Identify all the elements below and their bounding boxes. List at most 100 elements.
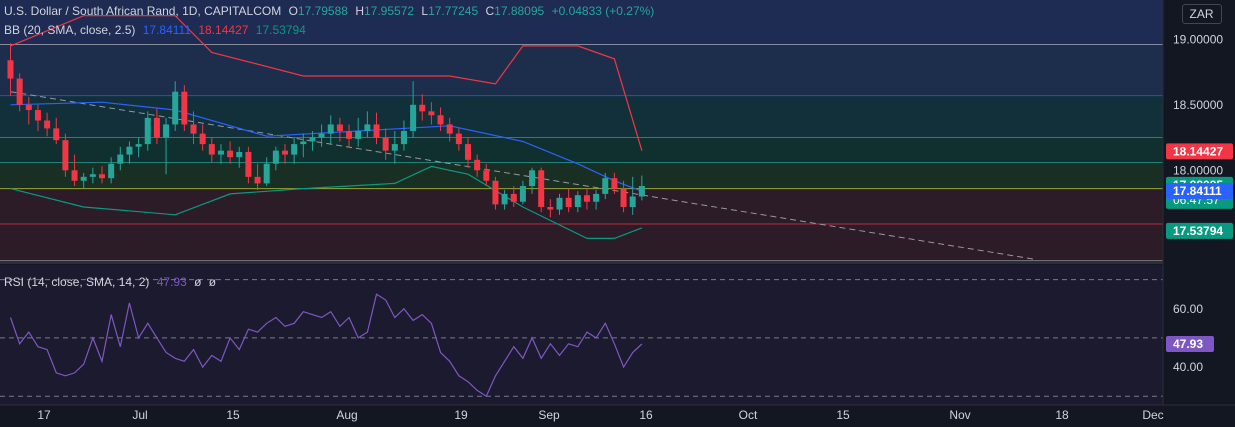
candle [199, 124, 206, 151]
candle [208, 137, 215, 163]
candle-body [291, 144, 298, 155]
time-axis-label: 15 [226, 408, 240, 422]
candle [611, 172, 618, 194]
candle-body [7, 60, 14, 79]
candle-body [126, 146, 133, 155]
time-axis-label: Dec [1142, 408, 1163, 422]
candle [53, 117, 60, 145]
price-axis-bg [1163, 0, 1235, 422]
bb-label: BB (20, SMA, close, 2.5) [4, 23, 136, 37]
candle-body [309, 137, 316, 142]
currency-selector[interactable]: ZAR [1168, 0, 1235, 28]
candle [7, 43, 14, 96]
candle-body [620, 188, 627, 207]
price-zone [0, 224, 1163, 261]
candle [446, 117, 453, 142]
candle [364, 111, 371, 138]
candle [309, 131, 316, 151]
candle [474, 154, 481, 177]
price-tick-label: 18.00000 [1173, 163, 1223, 177]
candle [34, 104, 41, 131]
candle-body [245, 151, 252, 177]
candle-body [135, 144, 142, 147]
candle-body [263, 163, 270, 184]
price-badge-label: 17.53794 [1173, 224, 1223, 238]
candle-body [593, 193, 600, 202]
candle [71, 154, 78, 187]
candle-body [419, 104, 426, 112]
price-zone [0, 188, 1163, 225]
price-tick-label: 19.00000 [1173, 32, 1223, 46]
bb-upper-value: 18.14427 [198, 23, 249, 37]
candle [172, 81, 179, 131]
low-value: 17.77245 [428, 4, 479, 18]
candle-body [483, 170, 490, 181]
time-axis-label: 16 [639, 408, 653, 422]
candle-body [16, 78, 23, 105]
candle [254, 163, 261, 190]
candle [355, 117, 362, 147]
candle-body [25, 104, 32, 111]
candle [318, 124, 325, 147]
candle [410, 81, 417, 138]
high-value: 17.95572 [363, 4, 415, 18]
candle [593, 189, 600, 210]
candle-body [108, 163, 115, 179]
symbol-title: U.S. Dollar / South African Rand, 1D, CA… [4, 4, 282, 18]
candle [144, 111, 151, 151]
rsi-extra-2: ø [208, 275, 217, 289]
candle-body [190, 124, 197, 134]
price-zone [0, 137, 1163, 163]
candle [190, 111, 197, 145]
candle-body [181, 91, 188, 125]
candle [400, 120, 407, 151]
candle [227, 141, 234, 164]
high-label: H [355, 4, 364, 18]
candle-body [208, 144, 215, 155]
candle-body [629, 196, 636, 207]
candle [300, 133, 307, 158]
rsi-tick-label: 40.00 [1173, 360, 1203, 374]
rsi-line [9, 293, 643, 398]
candle [163, 117, 170, 175]
price-badge-label: 18.14427 [1173, 144, 1223, 158]
open-label: O [288, 4, 298, 18]
candle-body [455, 133, 462, 145]
bb-lower-line [10, 165, 643, 239]
candle-body [62, 140, 69, 171]
price-badge: 17.84111 [1166, 183, 1233, 200]
price-badge-bg [1166, 183, 1233, 200]
symbol-legend: U.S. Dollar / South African Rand, 1D, CA… [4, 4, 658, 18]
time-axis-label: 15 [836, 408, 850, 422]
price-badge-bg [1166, 222, 1233, 239]
price-badge-bg [1166, 143, 1233, 160]
candle [62, 133, 69, 177]
candle-body [364, 124, 371, 131]
candle-body [529, 170, 536, 187]
rsi-label: RSI (14, close, SMA, 14, 2) [4, 275, 150, 289]
candle [455, 128, 462, 151]
candle-body [474, 159, 481, 171]
candle-body [519, 186, 526, 202]
candle [629, 176, 636, 215]
candle-body [538, 170, 545, 207]
candle-body [410, 104, 417, 131]
price-badge: 18.14427 [1166, 143, 1233, 160]
candle [529, 167, 536, 194]
candle [336, 117, 343, 142]
candle-body [172, 91, 179, 125]
candle [519, 180, 526, 205]
candle-body [355, 131, 362, 139]
candle-body [547, 206, 554, 210]
candle [25, 96, 32, 125]
candle-body [163, 124, 170, 138]
candle [291, 137, 298, 164]
candle [556, 193, 563, 215]
rsi-badge-bg [1166, 335, 1214, 352]
close-label: C [485, 4, 495, 18]
candle-body [34, 110, 41, 121]
candle [391, 131, 398, 164]
candle [547, 199, 554, 218]
